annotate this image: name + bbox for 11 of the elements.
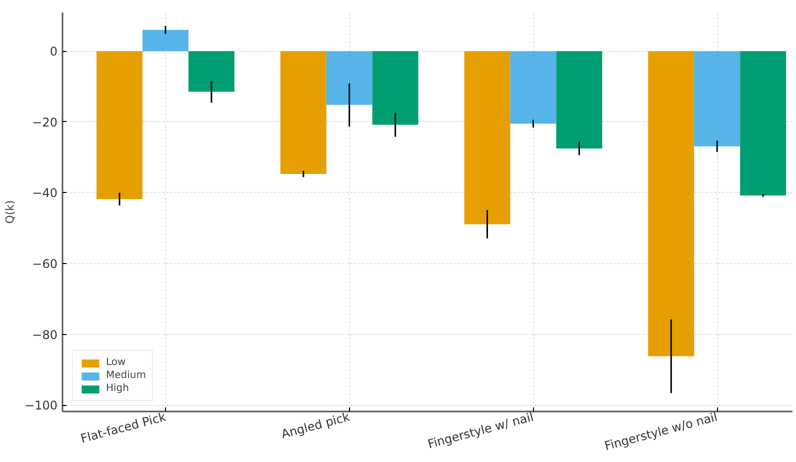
- y-tick-label: 0: [50, 44, 58, 59]
- x-tick-label: Angled pick: [280, 410, 352, 442]
- y-tick-label: −20: [32, 115, 58, 130]
- y-tick-label: −40: [32, 186, 58, 200]
- y-tick-label: −60: [32, 257, 58, 272]
- y-tick-label: −80: [32, 328, 58, 342]
- y-tick-label: −100: [24, 398, 58, 413]
- y-axis-title: Q(k): [4, 200, 17, 224]
- legend-label: Medium: [106, 370, 146, 381]
- legend-label: Low: [106, 357, 126, 368]
- legend-label: High: [106, 383, 129, 394]
